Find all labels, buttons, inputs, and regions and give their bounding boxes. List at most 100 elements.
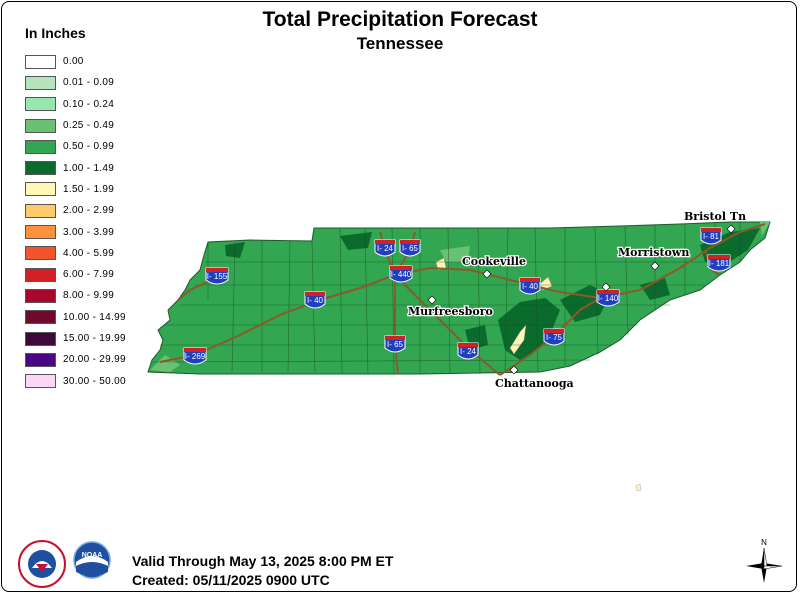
morristown-marker [650, 261, 660, 271]
cookeville-label: Cookeville [462, 255, 526, 268]
i24-north-shield: I- 24 [374, 239, 396, 257]
legend-swatch [25, 203, 56, 218]
legend-label: 0.01 - 0.09 [63, 77, 115, 89]
legend-item: 0.10 - 0.24 [25, 94, 126, 115]
legend-label: 0.25 - 0.49 [63, 120, 115, 132]
legend-item: 2.00 - 2.99 [25, 200, 126, 221]
legend-item: 3.00 - 3.99 [25, 221, 126, 242]
legend-item: 1.50 - 1.99 [25, 179, 126, 200]
svg-text:I- 181: I- 181 [709, 259, 730, 268]
legend-label: 15.00 - 19.99 [63, 333, 126, 344]
i181-shield: I- 181 [707, 254, 731, 272]
svg-text:NOAA: NOAA [82, 552, 103, 559]
svg-text:I- 40: I- 40 [522, 282, 539, 291]
legend-label: 8.00 - 9.99 [63, 290, 115, 302]
valid-through-text: Valid Through May 13, 2025 8:00 PM ET [132, 553, 394, 569]
i140-shield: I- 140 [596, 289, 620, 307]
legend-item: 4.00 - 5.99 [25, 243, 126, 264]
nws-logo [18, 540, 66, 588]
legend-item: 0.25 - 0.49 [25, 115, 126, 136]
legend-swatch [25, 288, 56, 303]
legend-label: 1.50 - 1.99 [63, 183, 115, 195]
agency-logos: NOAA [18, 540, 111, 588]
svg-text:I- 40: I- 40 [307, 296, 324, 305]
legend-swatch [25, 139, 56, 154]
interstate-shields: I- 24 I- 65 I- 440 I- 155 I- 40 I- 40 [183, 227, 731, 365]
legend: 0.00 0.01 - 0.09 0.10 - 0.24 0.25 - 0.49 0.5… [25, 51, 126, 392]
svg-text:I- 269: I- 269 [185, 352, 206, 361]
legend-label: 0.50 - 0.99 [63, 141, 115, 153]
bristol-marker [726, 224, 736, 234]
legend-swatch [25, 161, 56, 176]
murfreesboro-marker [427, 295, 437, 305]
murfreesboro-label: Murfreesboro [408, 305, 493, 318]
legend-swatch [25, 182, 56, 197]
legend-swatch [25, 310, 56, 325]
legend-swatch [25, 352, 56, 367]
legend-label: 6.00 - 7.99 [63, 269, 115, 281]
svg-text:I- 155: I- 155 [207, 272, 228, 281]
legend-label: 30.00 - 50.00 [63, 375, 126, 387]
legend-item: 0.00 [25, 51, 126, 72]
legend-item: 20.00 - 29.99 [25, 349, 126, 370]
chattanooga-marker [509, 365, 519, 375]
legend-item: 6.00 - 7.99 [25, 264, 126, 285]
legend-item: 1.00 - 1.49 [25, 157, 126, 178]
i75-shield: I- 75 [543, 328, 565, 346]
i24-south-shield: I- 24 [457, 342, 479, 360]
legend-swatch [25, 54, 56, 69]
legend-label: 10.00 - 14.99 [63, 311, 126, 323]
legend-swatch [25, 75, 56, 90]
svg-text:I- 24: I- 24 [377, 244, 394, 253]
svg-text:I- 24: I- 24 [460, 347, 477, 356]
created-text: Created: 05/11/2025 0900 UTC [132, 572, 330, 588]
svg-text:I- 65: I- 65 [387, 340, 404, 349]
cookeville-marker [482, 269, 492, 279]
morristown-label: Morristown [618, 246, 689, 259]
cities: Bristol Tn Cookeville Morristown Murfree… [407, 209, 748, 392]
svg-text:I- 75: I- 75 [546, 333, 563, 342]
svg-text:I- 140: I- 140 [598, 294, 619, 303]
legend-item: 0.50 - 0.99 [25, 136, 126, 157]
chattanooga-label: Chattanooga [495, 377, 574, 390]
legend-swatch [25, 97, 56, 112]
morristown-east-marker [601, 282, 611, 292]
i65-south-shield: I- 65 [384, 335, 406, 353]
legend-label: 4.00 - 5.99 [63, 247, 115, 259]
legend-label: 3.00 - 3.99 [63, 226, 115, 238]
light-precip-areas [150, 222, 770, 372]
svg-text:I- 81: I- 81 [703, 232, 720, 241]
legend-item: 10.00 - 14.99 [25, 307, 126, 328]
i40-east-shield: I- 40 [519, 277, 541, 295]
north-arrow-icon: N [746, 538, 783, 583]
legend-item: 8.00 - 9.99 [25, 285, 126, 306]
i155-shield: I- 155 [205, 267, 229, 285]
svg-text:I- 65: I- 65 [402, 244, 419, 253]
i65-north-shield: I- 65 [399, 239, 421, 257]
legend-label: 1.00 - 1.49 [63, 162, 115, 174]
i81-shield: I- 81 [700, 227, 722, 245]
legend-label: 2.00 - 2.99 [63, 205, 115, 217]
legend-swatch [25, 246, 56, 261]
map-subtitle: Tennessee [356, 34, 444, 53]
legend-label: 20.00 - 29.99 [63, 354, 126, 366]
legend-swatch [25, 374, 56, 389]
legend-swatch [25, 225, 56, 240]
legend-swatch [25, 267, 56, 282]
map-title: Total Precipitation Forecast [262, 8, 538, 31]
i40-west-shield: I- 40 [304, 291, 326, 309]
legend-swatch [25, 331, 56, 346]
legend-swatch [25, 118, 56, 133]
noaa-logo: NOAA [73, 541, 111, 579]
svg-text:I- 440: I- 440 [391, 270, 412, 279]
legend-item: 0.01 - 0.09 [25, 72, 126, 93]
tennessee-state-shape [147, 221, 771, 375]
legend-item: 15.00 - 19.99 [25, 328, 126, 349]
i440-shield: I- 440 [389, 265, 413, 283]
legend-label: 0.10 - 0.24 [63, 98, 115, 110]
legend-title: In Inches [25, 25, 86, 41]
legend-item: 30.00 - 50.00 [25, 370, 126, 391]
svg-text:N: N [761, 538, 767, 547]
bristol-label: Bristol Tn [684, 210, 746, 223]
